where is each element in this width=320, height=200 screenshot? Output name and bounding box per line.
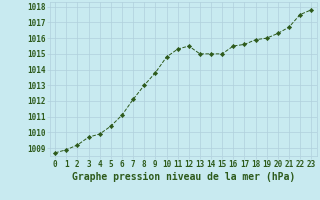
X-axis label: Graphe pression niveau de la mer (hPa): Graphe pression niveau de la mer (hPa): [72, 172, 295, 182]
